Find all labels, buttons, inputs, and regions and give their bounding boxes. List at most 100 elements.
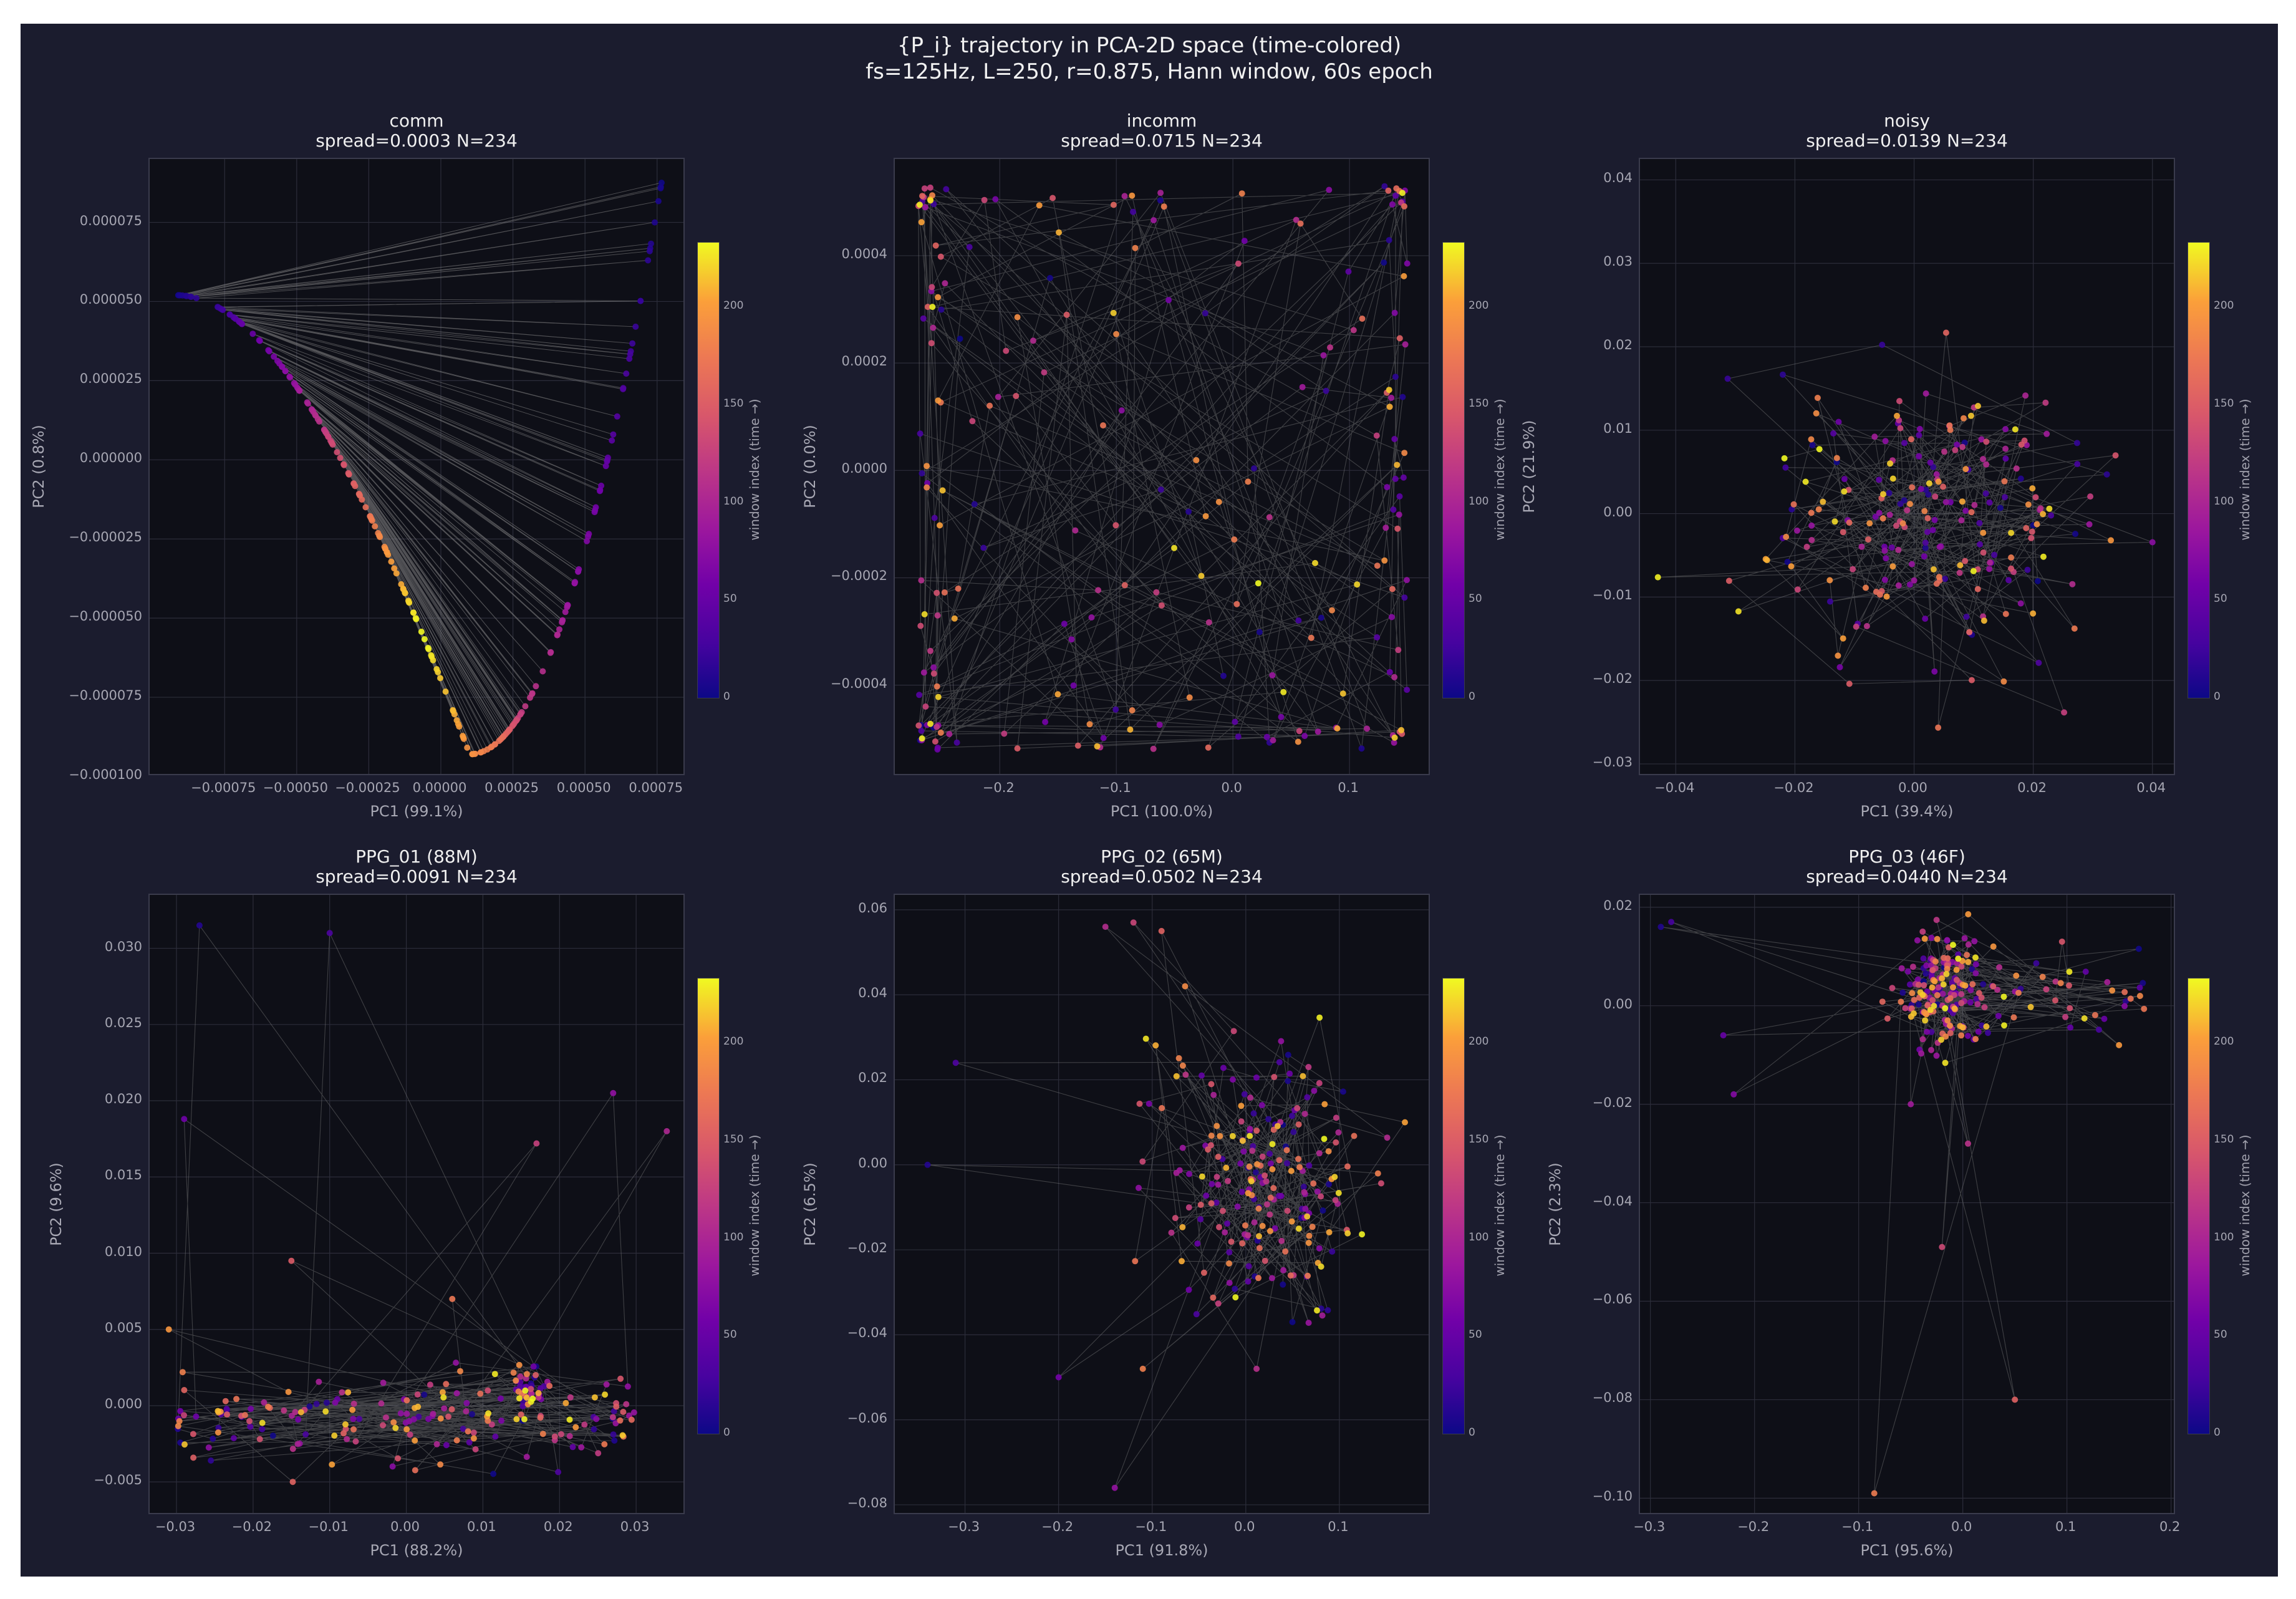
data-point [2012, 426, 2019, 433]
data-point [1977, 541, 1983, 548]
data-point [215, 1424, 222, 1431]
data-point [1940, 981, 1947, 988]
plot-area[interactable] [148, 894, 685, 1514]
data-point [1933, 917, 1940, 924]
data-point [1314, 728, 1321, 735]
data-point [1942, 1033, 1949, 1040]
plot-area[interactable] [1639, 894, 2175, 1514]
data-point [915, 722, 922, 729]
data-point [1326, 1181, 1332, 1187]
data-point [1853, 623, 1859, 630]
data-point [2022, 392, 2029, 399]
data-point [179, 1369, 186, 1376]
colorbar-label: window index (time →) [747, 1134, 762, 1277]
data-point [1248, 1178, 1255, 1185]
data-point [2042, 399, 2049, 406]
trajectory-line [178, 182, 662, 755]
data-point [1300, 1184, 1307, 1190]
data-point [1956, 569, 1963, 576]
data-point [2123, 998, 2129, 1005]
data-point [2033, 521, 2040, 528]
data-point [566, 1416, 573, 1423]
data-point [2135, 945, 2142, 952]
data-point [1964, 952, 1970, 959]
data-point [1972, 970, 1979, 977]
data-point [448, 1406, 455, 1413]
plot-area[interactable] [894, 158, 1430, 775]
data-point [1283, 1147, 1290, 1154]
data-point [352, 1438, 359, 1445]
data-point [210, 1436, 216, 1442]
data-point [1118, 407, 1125, 414]
data-point [1826, 577, 1833, 584]
data-point [1278, 1192, 1285, 1199]
data-point [930, 664, 937, 671]
data-point [1909, 964, 1916, 970]
data-point [393, 570, 400, 577]
data-point [2043, 430, 2050, 437]
x-tick-label: −0.2 [1737, 1519, 1770, 1534]
data-point [2104, 978, 2111, 985]
x-tick-label: 0.01 [467, 1519, 496, 1534]
data-point [1958, 963, 1965, 970]
data-point [1983, 438, 1990, 445]
colorbar-tick-label: 0 [723, 690, 730, 703]
data-point [1924, 515, 1931, 521]
colorbar-label: window index (time →) [2237, 1134, 2252, 1277]
data-point [1235, 260, 1242, 267]
data-point [1394, 461, 1401, 468]
data-point [927, 720, 933, 727]
plot-area[interactable] [894, 894, 1430, 1514]
plot-area[interactable] [1639, 158, 2175, 775]
y-tick-label: 0.0000 [841, 461, 887, 476]
data-point [1193, 1311, 1200, 1318]
data-point [1950, 984, 1956, 991]
x-tick-label: −0.2 [982, 780, 1015, 795]
data-point [1935, 724, 1942, 731]
data-point [1942, 329, 1949, 336]
subplot-title: noisy spread=0.0139 N=234 [1639, 111, 2175, 151]
data-point [1402, 341, 1409, 348]
data-point [1364, 725, 1371, 732]
data-point [362, 504, 369, 511]
data-point [406, 599, 413, 606]
data-point [1923, 1011, 1930, 1018]
data-point [1906, 981, 1913, 988]
plot-area[interactable] [148, 158, 685, 775]
data-point [1320, 352, 1327, 359]
data-point [1866, 520, 1873, 527]
data-point [1833, 455, 1840, 461]
data-point [951, 615, 958, 622]
y-tick-label: −0.06 [1592, 1292, 1633, 1307]
x-tick-label: −0.04 [1654, 780, 1695, 795]
data-point [1256, 1233, 1262, 1240]
data-point [1327, 344, 1333, 351]
data-point [1111, 1484, 1118, 1491]
data-point [403, 1411, 410, 1417]
data-point [1112, 522, 1119, 529]
data-point [1278, 1237, 1285, 1244]
data-point [2027, 1003, 2034, 1010]
data-point [1808, 436, 1815, 443]
data-point [1924, 529, 1931, 535]
data-point [1975, 403, 1981, 409]
data-point [1404, 260, 1411, 267]
data-point [2008, 554, 2015, 561]
data-point [465, 1428, 471, 1435]
data-point [1876, 476, 1883, 483]
y-axis-label: PC2 (2.3%) [1546, 1162, 1564, 1246]
data-point [1054, 691, 1061, 698]
data-point [1926, 480, 1932, 487]
data-point [1112, 706, 1119, 713]
data-point [610, 1408, 617, 1414]
data-point [931, 514, 938, 521]
data-point [1730, 1091, 1737, 1098]
data-point [1668, 919, 1675, 925]
data-point [181, 1387, 188, 1393]
data-point [1976, 519, 1983, 526]
data-point [2057, 980, 2064, 987]
data-point [1382, 524, 1389, 531]
data-point [1922, 539, 1929, 546]
data-point [1061, 621, 1068, 627]
data-point [917, 430, 924, 437]
